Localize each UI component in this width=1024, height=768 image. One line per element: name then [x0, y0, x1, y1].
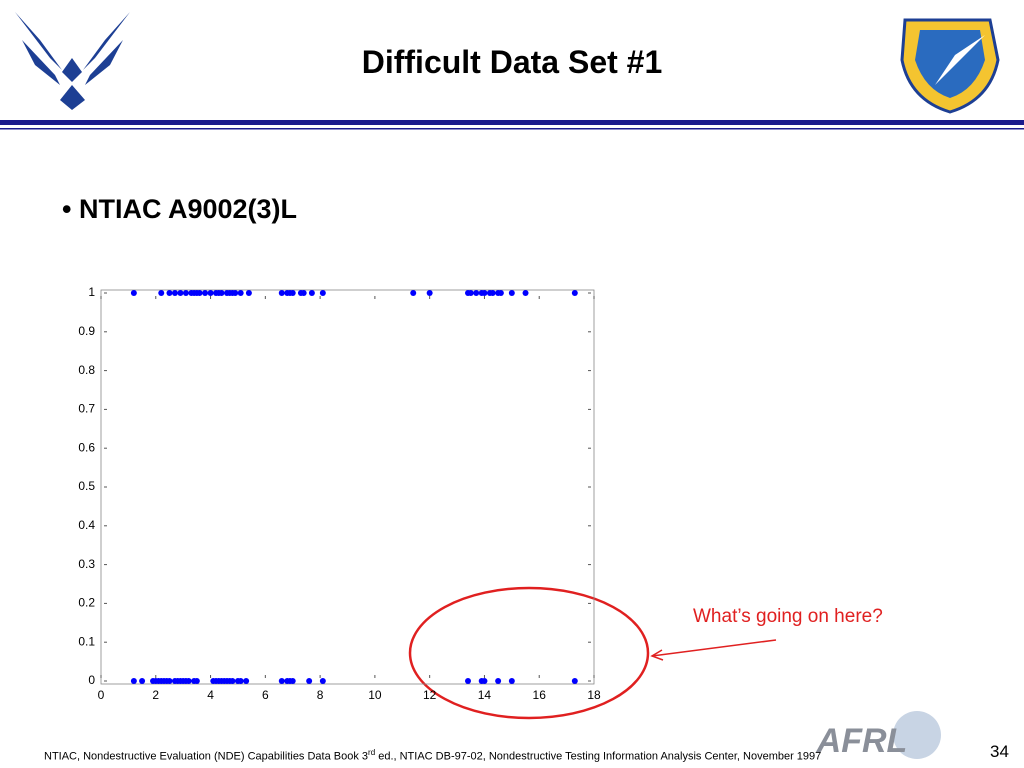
point [278, 290, 285, 296]
point [489, 290, 496, 296]
point [139, 678, 146, 684]
point [196, 290, 203, 296]
point [193, 678, 200, 684]
point [237, 290, 244, 296]
point [497, 290, 504, 296]
x-tick-label: 18 [587, 688, 601, 702]
header-rule [0, 120, 1024, 125]
x-tick-label: 14 [478, 688, 492, 702]
slide-title: Difficult Data Set #1 [361, 44, 663, 80]
point [473, 290, 480, 296]
y-tick-label: 0.2 [78, 596, 95, 610]
footnote-text: ed., NTIAC DB-97-02, Nondestructive Test… [375, 750, 822, 763]
bullet-text: NTIAC A9002(3)L [78, 194, 298, 224]
highlight-ellipse [408, 586, 650, 720]
footnote: NTIAC, Nondestructive Evaluation (NDE) C… [44, 748, 821, 763]
x-tick-label: 4 [207, 688, 214, 702]
point [571, 290, 578, 296]
annotation-arrow [651, 639, 777, 657]
x-tick-label: 8 [317, 688, 324, 702]
point [319, 678, 326, 684]
point [202, 290, 209, 296]
point [495, 678, 502, 684]
point [245, 290, 252, 296]
point [481, 290, 488, 296]
afrl-logo: AFRL [816, 711, 941, 760]
point [465, 678, 472, 684]
annotation: What’s going on here? [693, 606, 883, 627]
y-tick-label: 0.9 [78, 324, 95, 338]
point [508, 678, 515, 684]
point [166, 290, 173, 296]
y-tick-label: 0.5 [78, 479, 95, 493]
y-tick-label: 0 [88, 673, 95, 687]
point [508, 290, 515, 296]
x-tick-label: 0 [98, 688, 105, 702]
right-logo [900, 18, 1000, 114]
x-tick-label: 10 [368, 688, 382, 702]
y-tick-label: 0.1 [78, 634, 95, 648]
point [278, 678, 285, 684]
point [571, 678, 578, 684]
footnote-text: NTIAC, Nondestructive Evaluation (NDE) C… [44, 750, 369, 763]
y-tick-label: 0.7 [78, 402, 95, 416]
point [410, 290, 417, 296]
bullet: • NTIAC A9002(3)L [62, 194, 298, 224]
left-logo [15, 12, 130, 110]
point [171, 290, 178, 296]
point [481, 678, 488, 684]
point [319, 290, 326, 296]
y-tick-label: 0.3 [78, 557, 95, 571]
afrl-text: AFRL [816, 722, 908, 760]
point [177, 290, 184, 296]
point [522, 290, 529, 296]
y-tick-label: 0.6 [78, 440, 95, 454]
point [300, 290, 307, 296]
header-rule [0, 128, 1024, 130]
point [229, 678, 236, 684]
point [185, 678, 192, 684]
page-number: 34 [990, 742, 1009, 761]
point [130, 290, 137, 296]
point [308, 290, 315, 296]
point [289, 678, 296, 684]
chart: 00.10.20.30.40.50.60.70.80.910 2 4 6 8 10 12 14… [78, 285, 601, 702]
point [207, 290, 214, 296]
point [237, 678, 244, 684]
arrow-head [650, 649, 664, 661]
x-tick-label: 6 [262, 688, 269, 702]
y-tick-label: 1 [88, 285, 95, 299]
x-tick-label: 2 [152, 688, 159, 702]
y-tick-label: 0.8 [78, 363, 95, 377]
point [289, 290, 296, 296]
x-tick-label: 12 [423, 688, 437, 702]
point [158, 290, 165, 296]
point [426, 290, 433, 296]
y-tick-label: 0.4 [78, 518, 95, 532]
point [467, 290, 474, 296]
point [130, 678, 137, 684]
x-tick-label: 16 [533, 688, 547, 702]
point [232, 290, 239, 296]
point [182, 290, 189, 296]
point [218, 290, 225, 296]
footnote-sup: rd [368, 748, 376, 757]
plot-frame [100, 289, 595, 685]
point [306, 678, 313, 684]
point [166, 678, 173, 684]
point [243, 678, 250, 684]
